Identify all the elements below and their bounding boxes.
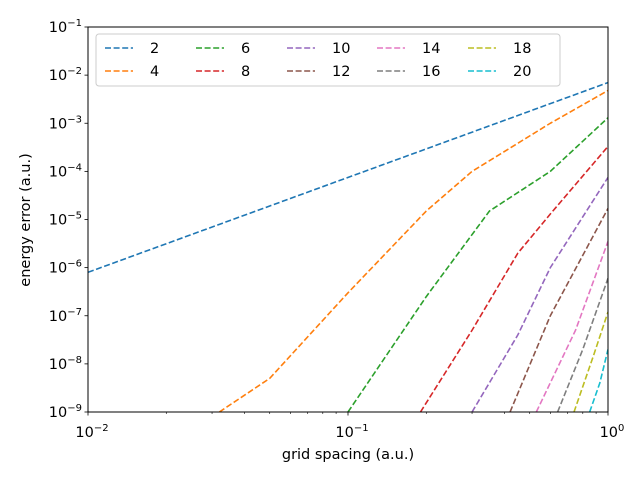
legend-label-12: 12 [332, 64, 350, 80]
y-tick-label: 10−9 [49, 403, 82, 421]
series-line-20 [588, 349, 608, 412]
plot-background [88, 27, 608, 412]
series-line-10 [471, 176, 608, 412]
series-line-16 [556, 278, 608, 412]
legend-label-2: 2 [150, 41, 159, 57]
series-line-2 [88, 81, 608, 274]
legend-frame [95, 33, 561, 87]
ticks-layer: 10−2 10−1 100 10−9 10−8 10−7 10−6 10−5 10−4 10−3 1… [49, 18, 625, 441]
x-axis-label: grid spacing (a.u.) [282, 447, 414, 463]
x-tick-label: 100 [600, 423, 625, 441]
legend-label-14: 14 [422, 41, 440, 57]
legend: 2 4 6 8 10 12 14 16 18 20 [95, 33, 561, 87]
legend-label-8: 8 [241, 64, 250, 80]
y-tick-label: 10−4 [49, 162, 82, 180]
series-layer [88, 81, 608, 412]
x-tick-label: 10−2 [75, 423, 108, 441]
series-line-8 [419, 145, 608, 412]
y-tick-label: 10−7 [49, 307, 82, 325]
series-line-18 [573, 311, 608, 412]
y-tick-label: 10−6 [49, 259, 82, 277]
legend-label-18: 18 [513, 41, 531, 57]
y-tick-label: 10−1 [49, 18, 82, 36]
legend-label-20: 20 [513, 64, 531, 80]
y-tick-label: 10−5 [49, 211, 82, 229]
series-line-6 [347, 117, 608, 412]
y-tick-label: 10−3 [49, 114, 82, 132]
x-tick-label: 10−1 [335, 423, 368, 441]
legend-label-16: 16 [422, 64, 440, 80]
legend-label-10: 10 [332, 41, 350, 57]
y-axis-label: energy error (a.u.) [18, 153, 34, 286]
legend-label-6: 6 [241, 41, 250, 57]
y-tick-label: 10−8 [49, 355, 82, 373]
series-line-4 [218, 89, 608, 412]
series-line-12 [509, 208, 608, 412]
y-tick-label: 10−2 [49, 66, 82, 84]
series-line-14 [535, 241, 608, 412]
legend-label-4: 4 [150, 64, 159, 80]
